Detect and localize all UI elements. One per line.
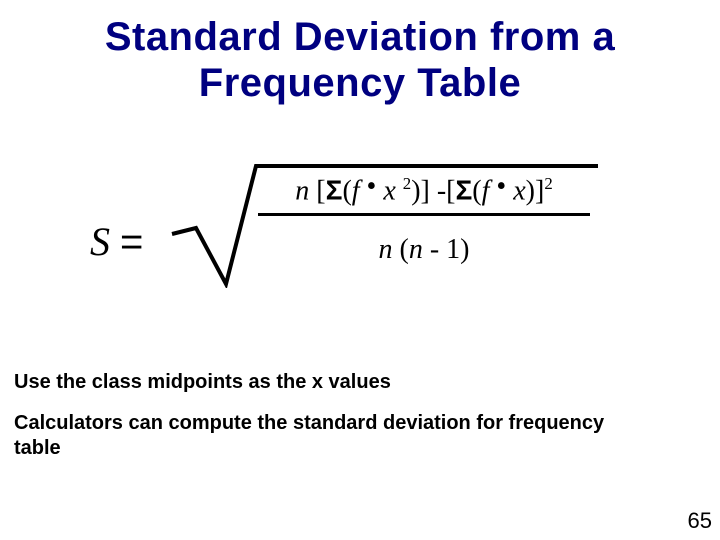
slide-title: Standard Deviation from a Frequency Tabl… bbox=[0, 0, 720, 106]
title-line-1: Standard Deviation from a bbox=[0, 14, 720, 60]
page-number: 65 bbox=[688, 508, 712, 534]
formula-lhs: S = bbox=[90, 218, 143, 265]
note-midpoints: Use the class midpoints as the x values bbox=[0, 370, 720, 395]
symbol-S: S bbox=[90, 219, 110, 264]
denominator: n (n - 1) bbox=[258, 234, 590, 266]
formula-area: S = n [Σ(f • x 2)] -[Σ(f • x)]2 n (n - 1… bbox=[0, 162, 720, 332]
note-calculators-line1: Calculators can compute the standard dev… bbox=[14, 412, 604, 434]
numerator: n [Σ(f • x 2)] -[Σ(f • x)]2 bbox=[258, 174, 590, 207]
title-line-2: Frequency Table bbox=[0, 60, 720, 106]
note-calculators: Calculators can compute the standard dev… bbox=[0, 411, 720, 461]
fraction: n [Σ(f • x 2)] -[Σ(f • x)]2 n (n - 1) bbox=[258, 174, 590, 266]
symbol-equals: = bbox=[120, 220, 143, 264]
fraction-bar bbox=[258, 213, 590, 216]
note-calculators-line2: table bbox=[14, 437, 61, 459]
